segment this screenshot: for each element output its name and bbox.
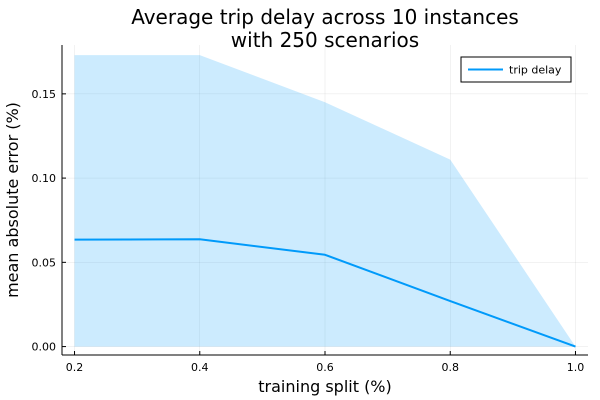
y-axis-label: mean absolute error (%) (3, 102, 22, 298)
chart-title: Average trip delay across 10 instances w… (131, 5, 519, 52)
x-tick-label: 0.2 (66, 361, 84, 374)
x-tick-label: 0.6 (316, 361, 334, 374)
legend-box (460, 56, 572, 83)
confidence-band-layer (74, 55, 576, 347)
y-tick-label: 0.15 (32, 88, 57, 101)
x-tick-label: 0.4 (191, 361, 209, 374)
legend-label-trip-delay: trip delay (509, 64, 562, 77)
y-tick-label: 0.05 (32, 256, 57, 269)
x-axis-label: training split (%) (258, 377, 392, 396)
x-axis-ticks: 0.2 0.4 0.6 0.8 1.0 (66, 351, 584, 374)
legend: trip delay (460, 56, 572, 83)
y-axis-ticks: 0.00 0.05 0.10 0.15 (32, 88, 66, 354)
grid (62, 45, 588, 355)
x-tick-label: 1.0 (567, 361, 585, 374)
confidence-band-trip-delay (74, 55, 576, 347)
chart-title-line-2: with 250 scenarios (231, 28, 419, 52)
y-tick-label: 0.10 (32, 172, 57, 185)
series-line-layer (74, 238, 576, 348)
chart-title-line-1: Average trip delay across 10 instances (131, 5, 519, 29)
y-tick-label: 0.00 (32, 341, 57, 354)
x-tick-label: 0.8 (441, 361, 459, 374)
